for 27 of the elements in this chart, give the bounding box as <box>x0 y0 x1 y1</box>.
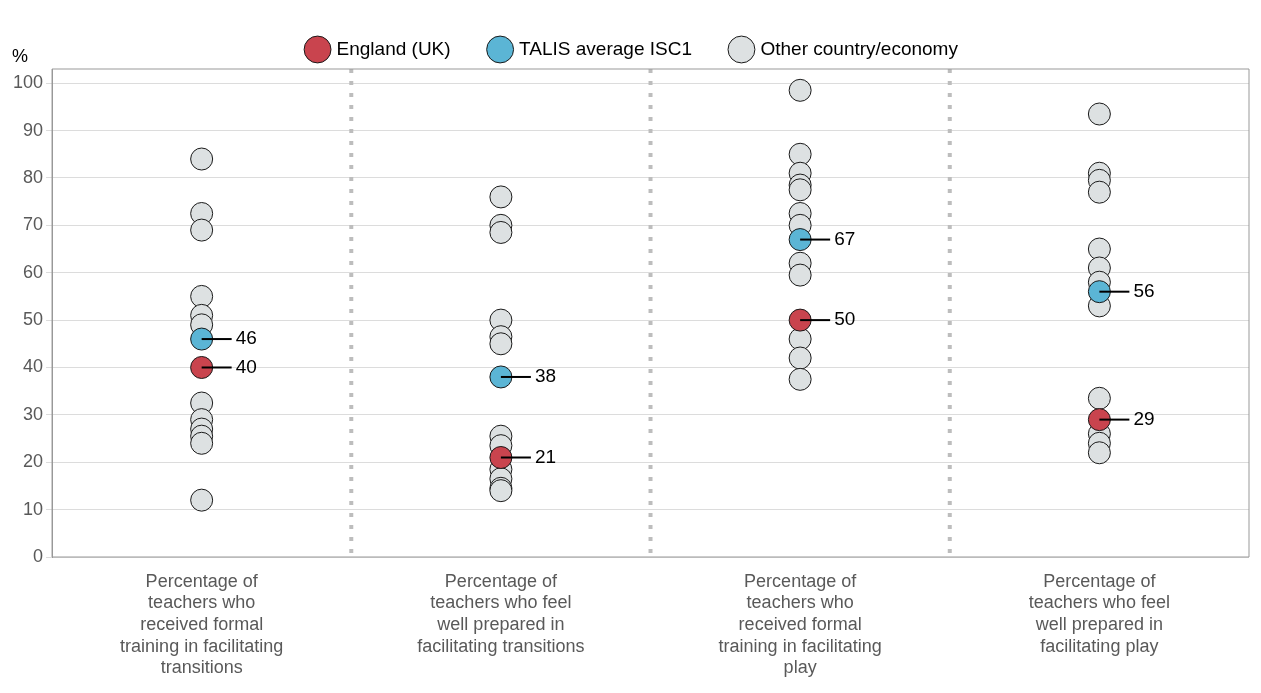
y-tick-label: 30 <box>23 403 44 424</box>
y-tick-label: 100 <box>12 72 44 93</box>
x-tick-label: Percentage of teachers who feel well prepared in facilitating play <box>1028 570 1170 656</box>
data-label: 38 <box>534 365 557 387</box>
legend-label: Other country/economy <box>760 37 959 59</box>
y-tick-label: 40 <box>23 356 44 377</box>
y-tick-label: 60 <box>23 261 44 282</box>
data-label: 21 <box>534 445 557 467</box>
y-axis-title: % <box>11 45 29 66</box>
legend-label: England (UK) <box>336 37 451 59</box>
data-label: 67 <box>834 227 856 249</box>
x-tick-label: Percentage of teachers who received formal training in facilitating play <box>718 570 882 678</box>
data-label: 56 <box>1133 279 1155 301</box>
y-tick-label: 0 <box>33 545 44 566</box>
legend-label: TALIS average ISC1 <box>519 37 692 59</box>
y-tick-label: 10 <box>23 498 44 519</box>
x-tick-label: Percentage of teachers who feel well prepared in facilitating transitions <box>417 570 585 656</box>
y-tick-label: 80 <box>23 166 44 187</box>
x-tick-label: Percentage of teachers who received formal training in facilitating transitions <box>120 570 284 678</box>
y-tick-label: 20 <box>23 451 44 472</box>
data-label: 46 <box>235 327 257 349</box>
y-tick-label: 70 <box>23 214 44 235</box>
y-tick-label: 90 <box>23 119 44 140</box>
y-tick-label: 50 <box>23 309 44 330</box>
data-label: 40 <box>235 355 257 377</box>
data-label: 29 <box>1133 407 1155 429</box>
data-label: 50 <box>834 308 856 330</box>
